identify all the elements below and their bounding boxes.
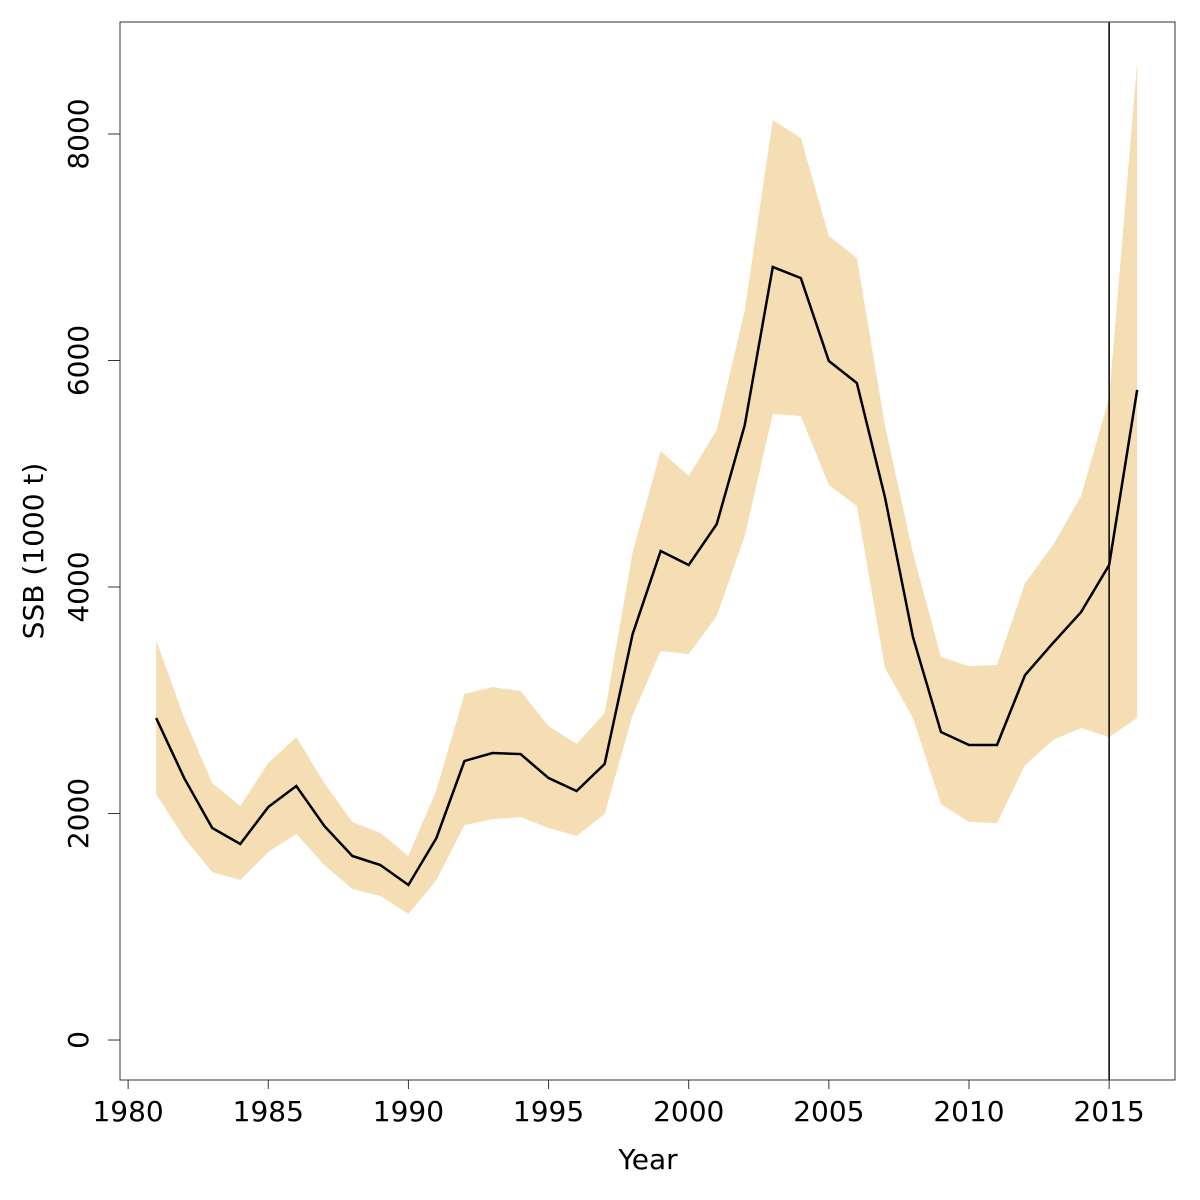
y-tick-label: 0: [62, 1031, 95, 1049]
x-tick-label: 2005: [793, 1095, 864, 1128]
y-axis-label: SSB (1000 t): [17, 463, 50, 640]
y-tick-label: 4000: [62, 551, 95, 622]
x-tick-label: 1980: [92, 1095, 163, 1128]
ssb-line: [155, 265, 1139, 887]
x-tick-label: 2000: [653, 1095, 724, 1128]
y-tick-label: 2000: [62, 778, 95, 849]
x-tick-label: 1990: [373, 1095, 444, 1128]
x-tick-label: 1985: [233, 1095, 304, 1128]
y-tick-label: 6000: [62, 325, 95, 396]
y-tick-label: 8000: [62, 98, 95, 169]
x-tick-label: 2015: [1073, 1095, 1144, 1128]
x-axis-label: Year: [617, 1143, 678, 1176]
confidence-band: [156, 61, 1138, 914]
x-tick-label: 2010: [933, 1095, 1004, 1128]
x-tick-label: 1995: [513, 1095, 584, 1128]
